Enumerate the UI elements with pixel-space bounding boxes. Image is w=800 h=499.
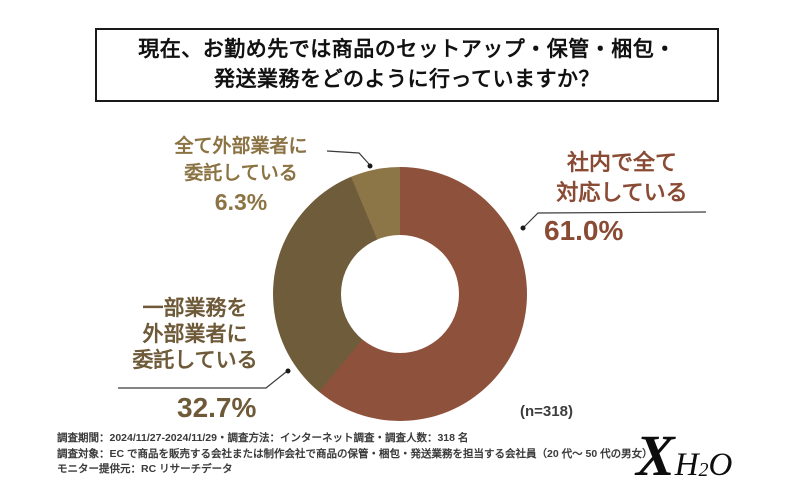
callout-outsourced-line1: 全て外部業者に: [174, 136, 308, 157]
callout-inhouse-pct: 61.0%: [544, 215, 624, 246]
callout-outsourced-all: 全て外部業者に 委託している 6.3%: [150, 133, 332, 217]
callout-outsourced-line2: 委託している: [184, 163, 298, 184]
xh2o-logo: X H 2 O: [636, 427, 776, 485]
logo-letter-x: X: [636, 423, 675, 488]
logo-letter-o: O: [708, 447, 733, 483]
survey-note-period: 調査期間：2024/11/27-2024/11/29・調査方法：インターネット調…: [57, 432, 469, 444]
logo-letter-h: H: [674, 447, 699, 483]
donut-hole: [341, 235, 459, 353]
callout-inhouse-line2: 対応している: [556, 180, 688, 205]
survey-note-target: 調査対象：EC で商品を販売する会社または制作会社で商品の保管・梱包・発送業務を…: [57, 447, 653, 460]
callout-partial: 一部業務を 外部業者に 委託している: [123, 296, 267, 374]
callout-partial-line1: 一部業務を: [142, 297, 248, 320]
leader-line-partial: [118, 371, 287, 389]
leader-line-outsourced: [326, 150, 370, 165]
logo-subscript-2: 2: [698, 459, 709, 481]
callout-partial-line2: 外部業者に: [142, 323, 248, 346]
leader-dot-outsourced: [367, 163, 373, 169]
callout-inhouse-line1: 社内で全て: [566, 150, 677, 175]
callout-partial-line3: 委託している: [132, 349, 258, 372]
leader-dot-inhouse: [520, 225, 526, 231]
donut-chart: [273, 167, 527, 421]
survey-note-monitor: モニター提供元：RC リサーチデータ: [57, 463, 233, 475]
callout-outsourced-pct: 6.3%: [214, 189, 268, 215]
leader-dot-partial: [285, 368, 291, 374]
callout-partial-pct: 32.7%: [177, 392, 257, 423]
survey-notes: 調査期間：2024/11/27-2024/11/29・調査方法：インターネット調…: [57, 431, 653, 478]
question-title-line2: 発送業務をどのように行っていますか？: [214, 68, 600, 91]
sample-size-label: (n=318): [520, 403, 573, 420]
callout-inhouse: 社内で全て 対応している: [536, 148, 708, 208]
question-title-line1: 現在、お勤め先では商品のセットアップ・保管・梱包・: [138, 38, 676, 61]
question-title-box: 現在、お勤め先では商品のセットアップ・保管・梱包・ 発送業務をどのように行ってい…: [95, 28, 719, 102]
